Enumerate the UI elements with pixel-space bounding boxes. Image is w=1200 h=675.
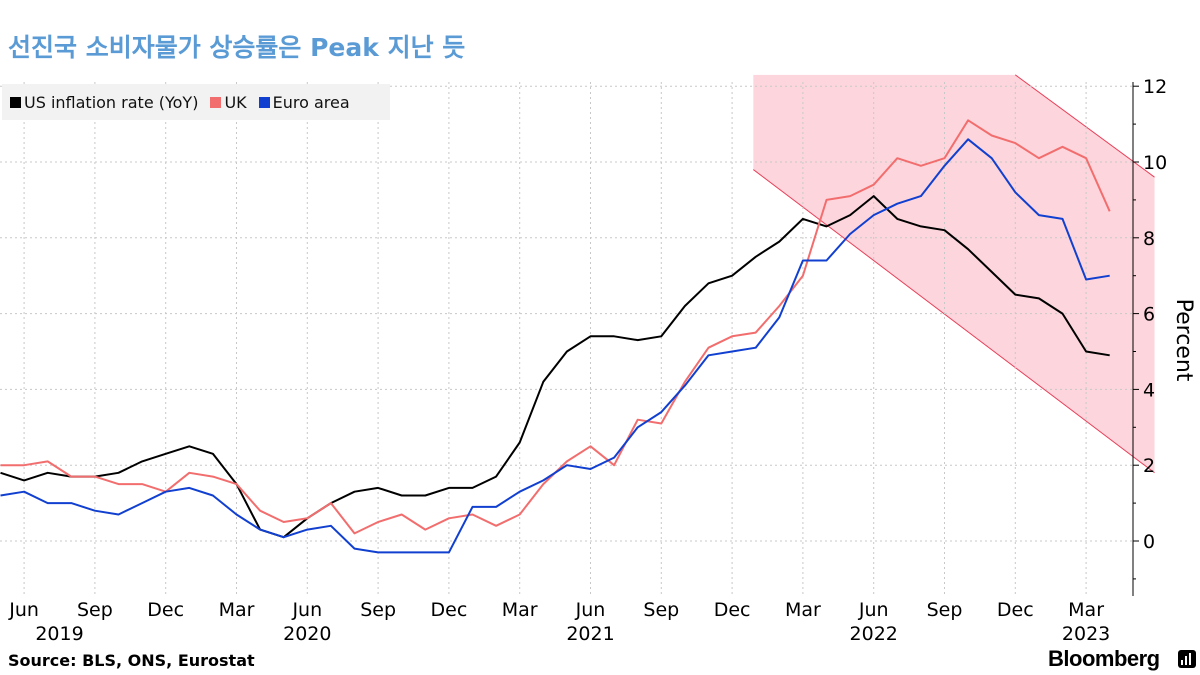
- x-year-label: 2022: [850, 623, 898, 645]
- x-tick-label: Sep: [643, 599, 679, 621]
- legend-swatch-us: [10, 96, 21, 108]
- y-tick-label: 12: [1143, 76, 1167, 98]
- legend-item-euro[interactable]: Euro area: [258, 92, 350, 112]
- x-tick-label: Mar: [219, 599, 255, 621]
- x-year-label: 2023: [1062, 623, 1110, 645]
- legend-swatch-uk: [210, 96, 222, 108]
- x-year-label: 2021: [566, 623, 614, 645]
- x-tick-label: Sep: [77, 599, 113, 621]
- x-tick-label: Jun: [858, 599, 889, 621]
- chart-legend: US inflation rate (YoY) UK Euro area: [2, 84, 390, 120]
- series-line-euro-area: [0, 138, 1110, 554]
- x-tick-label: Jun: [575, 599, 606, 621]
- x-tick-label: Jun: [8, 599, 39, 621]
- legend-label-uk: UK: [224, 92, 247, 112]
- x-tick-label: Dec: [714, 599, 751, 621]
- x-tick-label: Sep: [360, 599, 396, 621]
- x-tick-label: Mar: [785, 599, 821, 621]
- y-tick-label: 0: [1143, 531, 1155, 553]
- series-line-us: [0, 195, 1110, 539]
- x-year-label: 2019: [35, 623, 83, 645]
- y-axis-title: Percent: [1171, 299, 1196, 382]
- x-tick-label: Mar: [502, 599, 538, 621]
- bloomberg-terminal-icon: [1178, 650, 1196, 668]
- x-tick-label: Mar: [1068, 599, 1104, 621]
- y-tick-label: 4: [1143, 379, 1155, 401]
- x-year-label: 2020: [283, 623, 331, 645]
- legend-swatch-euro: [258, 96, 270, 108]
- x-tick-label: Jun: [291, 599, 322, 621]
- y-tick-label: 2: [1143, 455, 1155, 477]
- legend-label-us: US inflation rate (YoY): [24, 92, 199, 112]
- peak-channel-shade: [753, 74, 1155, 473]
- y-tick-label: 6: [1143, 304, 1155, 326]
- x-tick-label: Sep: [927, 599, 963, 621]
- peak-channel-upper-edge: [1015, 74, 1155, 178]
- x-tick-label: Dec: [431, 599, 468, 621]
- legend-item-us[interactable]: US inflation rate (YoY): [10, 93, 198, 112]
- legend-item-uk[interactable]: UK: [210, 92, 247, 112]
- chart-title: 선진국 소비자물가 상승률은 Peak 지난 듯: [8, 33, 466, 62]
- x-tick-label: Dec: [997, 599, 1034, 621]
- y-tick-label: 8: [1143, 228, 1155, 250]
- source-note: Source: BLS, ONS, Eurostat: [8, 651, 255, 670]
- bloomberg-logo: Bloomberg: [1048, 646, 1160, 671]
- x-tick-label: Dec: [147, 599, 184, 621]
- y-tick-label: 10: [1143, 152, 1167, 174]
- legend-label-euro: Euro area: [272, 92, 350, 112]
